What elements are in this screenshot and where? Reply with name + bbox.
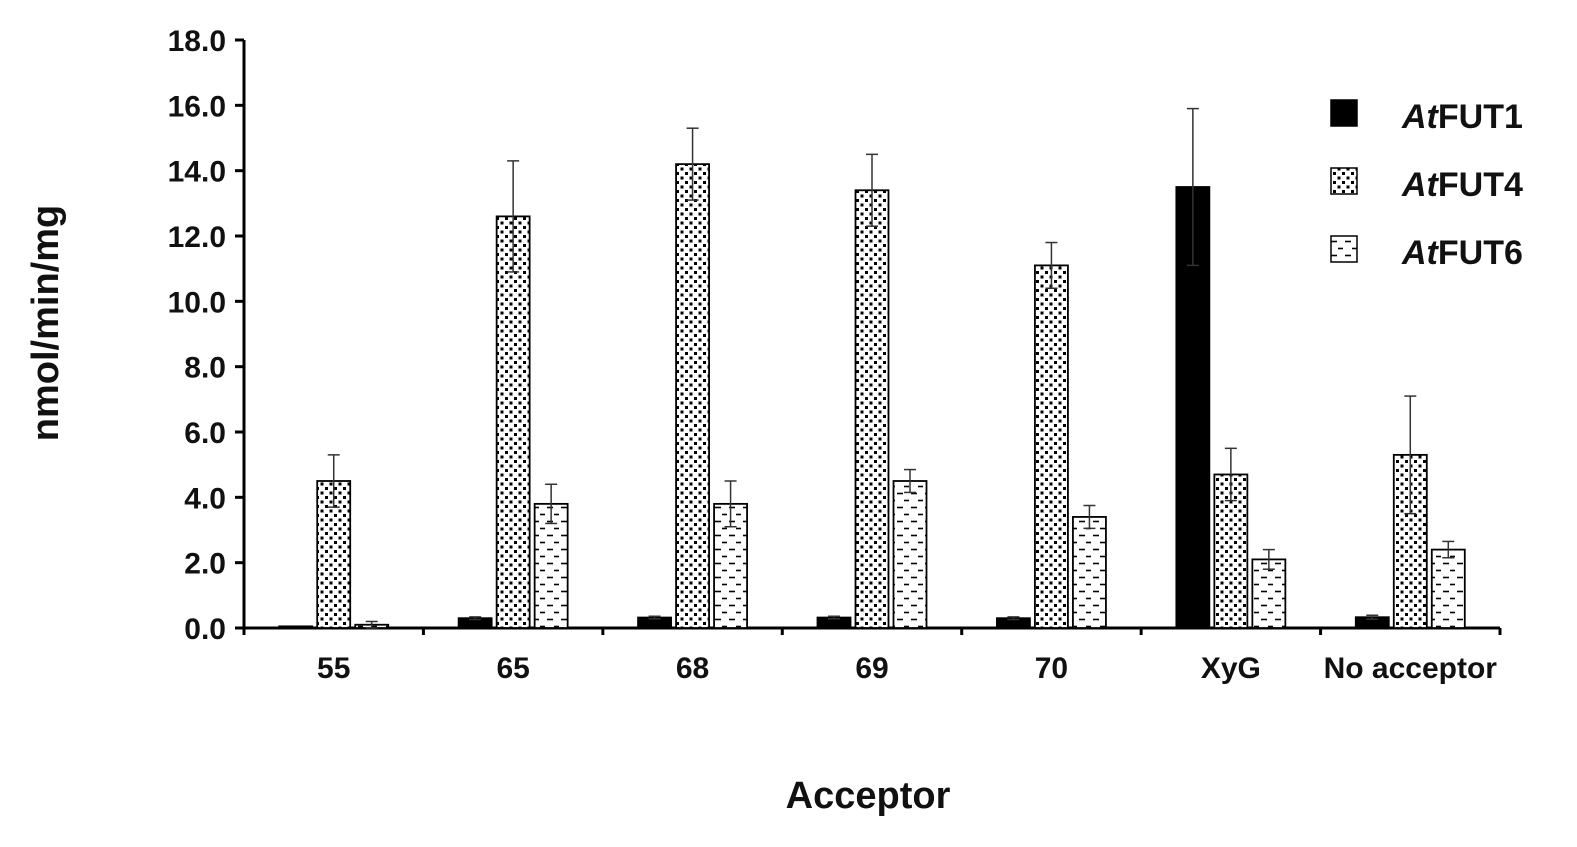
y-tick-label: 0.0 [184, 613, 226, 646]
y-tick-label: 14.0 [168, 156, 226, 189]
legend-label-prefix: At [1401, 234, 1440, 272]
y-tick-label: 12.0 [168, 221, 226, 254]
bars [278, 163, 1466, 629]
y-tick-label: 18.0 [168, 25, 226, 58]
bar-fut1-55 [278, 625, 314, 629]
bar-fut6-65 [533, 502, 569, 629]
y-tick-label: 8.0 [184, 352, 226, 385]
x-tick-label: 65 [496, 652, 529, 685]
y-axis: 0.0 2.0 4.0 6.0 8.0 10.0 12.0 14.0 16.0 18.0 [168, 25, 246, 646]
bar-fut4-68 [675, 163, 710, 629]
y-tick-label: 16.0 [168, 90, 226, 123]
legend-label-prefix: At [1401, 166, 1440, 204]
legend-swatch-fut6 [1330, 235, 1358, 263]
legend-swatch-fut1 [1330, 99, 1358, 127]
x-tick-label: 69 [855, 652, 888, 685]
y-tick-label: 10.0 [168, 286, 226, 319]
x-tick-label: XyG [1201, 652, 1261, 685]
x-axis-title: Acceptor [786, 775, 951, 817]
error-bars [327, 107, 1455, 629]
bar-fut6-no-acceptor [1430, 548, 1466, 629]
legend-swatch-fut4 [1330, 167, 1358, 195]
bar-fut6-70 [1072, 516, 1107, 629]
bar-fut4-69 [854, 189, 890, 629]
legend-label-fut1: AtFUT1 [1401, 98, 1523, 136]
x-tick-label: 68 [676, 652, 709, 685]
x-tick-label: No acceptor [1324, 652, 1498, 685]
legend-label-suffix: FUT6 [1438, 234, 1523, 272]
legend-label-fut4: AtFUT4 [1401, 166, 1523, 204]
x-axis: 55 65 68 69 70 XyG No acceptor [242, 626, 1502, 685]
legend-label-prefix: At [1401, 98, 1440, 136]
bar-fut4-70 [1034, 264, 1069, 629]
y-tick-label: 4.0 [184, 482, 226, 515]
bar-fut6-xyg [1251, 558, 1287, 629]
legend-label-suffix: FUT4 [1438, 166, 1523, 204]
x-tick-label: 55 [317, 652, 350, 685]
y-tick-label: 2.0 [184, 548, 226, 581]
y-axis-title: nmol/min/mg [25, 205, 67, 441]
legend-label-suffix: FUT1 [1438, 98, 1523, 136]
bar-fut6-69 [892, 480, 928, 629]
x-tick-label: 70 [1035, 652, 1068, 685]
legend-label-fut6: AtFUT6 [1401, 234, 1523, 272]
bar-fut4-65 [495, 215, 531, 629]
y-tick-label: 6.0 [184, 417, 226, 450]
